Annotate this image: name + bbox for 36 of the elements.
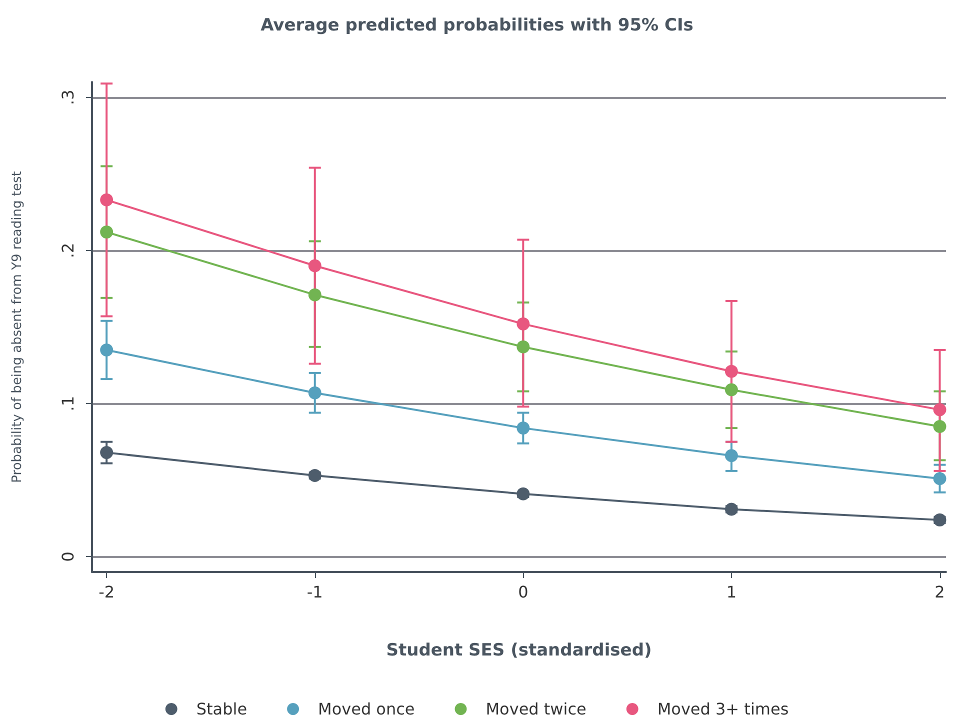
y-tick-label: .3 [58, 90, 78, 105]
point [100, 193, 114, 206]
x-tick-label: 0 [518, 582, 528, 602]
point [516, 487, 530, 500]
point [100, 226, 114, 239]
point [308, 259, 322, 272]
point [724, 364, 738, 378]
point [308, 469, 322, 482]
legend-label: Moved twice [486, 700, 586, 718]
point [100, 446, 114, 460]
point [724, 383, 738, 396]
point [933, 403, 946, 416]
x-tick-label: 2 [934, 582, 945, 602]
point [308, 288, 322, 302]
point [516, 317, 530, 330]
point [516, 422, 530, 435]
point [933, 472, 946, 486]
point [100, 343, 114, 356]
x-axis-title: Student SES (standardised) [386, 640, 652, 660]
point [724, 449, 738, 462]
x-tick-label: -1 [306, 582, 323, 602]
y-tick-label: .1 [58, 396, 78, 412]
point [308, 386, 322, 400]
point [724, 502, 738, 516]
point [933, 420, 946, 434]
x-tick-label: -2 [98, 582, 115, 602]
y-tick-label: 0 [58, 552, 78, 562]
x-tick-label: 1 [726, 582, 737, 602]
legend-label: Moved 3+ times [657, 700, 789, 718]
legend-label: Moved once [318, 700, 415, 718]
y-axis-title: Probability of being absent from Y9 reading test [10, 171, 25, 483]
y-tick-label: .2 [58, 242, 78, 258]
point [933, 513, 946, 526]
point [516, 340, 530, 354]
chart-title: Average predicted probabilities with 95% CIs [260, 16, 694, 36]
legend-label: Stable [196, 700, 248, 718]
